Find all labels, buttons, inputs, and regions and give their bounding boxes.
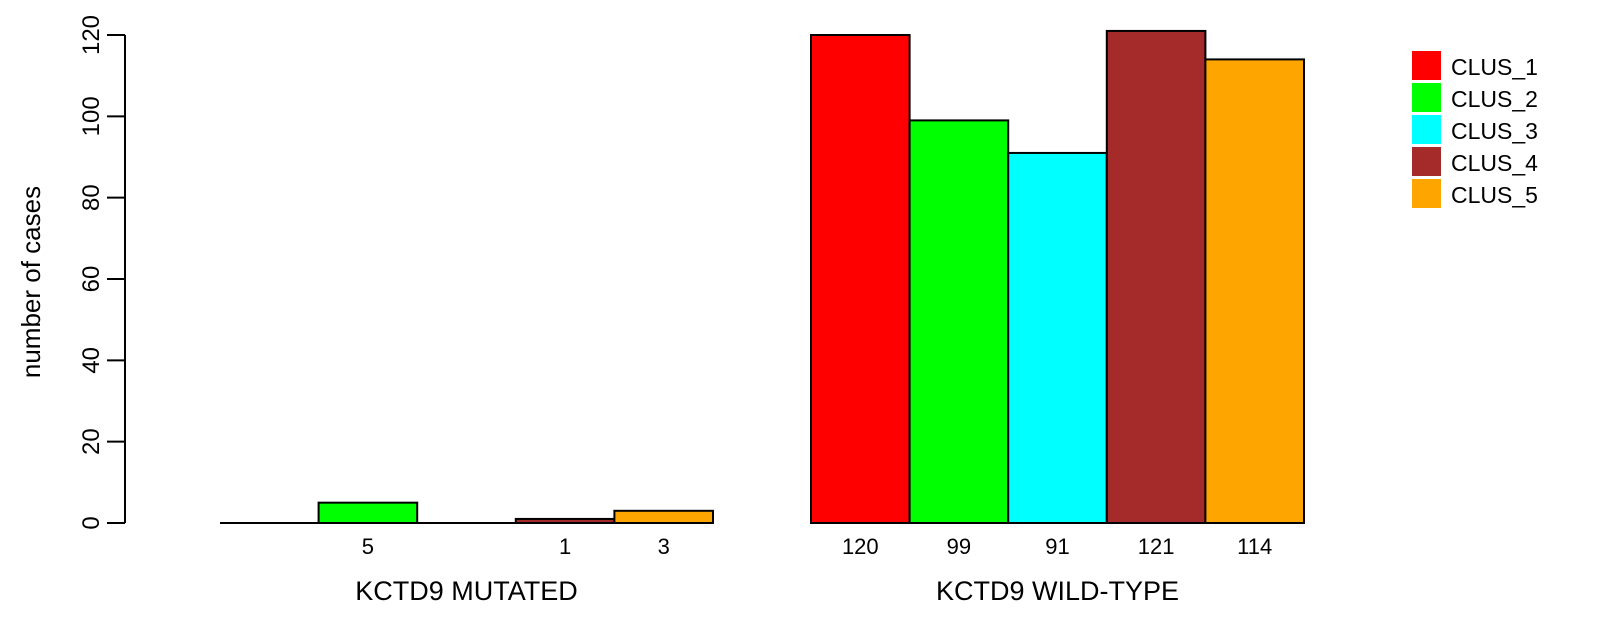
bar-count-label: 120 — [842, 534, 879, 559]
y-tick-label: 40 — [78, 347, 105, 374]
bar-count-label: 5 — [362, 534, 374, 559]
y-tick-label: 80 — [78, 184, 105, 211]
bars — [220, 29, 1306, 525]
legend-swatch — [1412, 51, 1441, 80]
bar — [514, 517, 616, 525]
legend-swatch — [1412, 179, 1441, 208]
group-label: KCTD9 MUTATED — [355, 576, 578, 606]
bar-count-label: 91 — [1045, 534, 1069, 559]
count-labels: 5 1 3 120 99 91 121 114 — [362, 534, 1272, 559]
y-axis: 0 20 40 60 80 100 120 — [78, 15, 126, 530]
group-labels: KCTD9 MUTATED KCTD9 WILD-TYPE — [355, 576, 1179, 606]
bar — [1007, 151, 1108, 525]
group-label: KCTD9 WILD-TYPE — [936, 576, 1179, 606]
y-tick-label: 100 — [78, 96, 105, 136]
y-tick-label: 0 — [78, 516, 105, 529]
bar — [1204, 58, 1306, 525]
legend-label: CLUS_2 — [1451, 86, 1538, 112]
bar — [1105, 29, 1207, 525]
bar — [317, 501, 419, 524]
legend-label: CLUS_3 — [1451, 118, 1538, 144]
bar-count-label: 1 — [559, 534, 571, 559]
legend[interactable]: CLUS_1 CLUS_2 CLUS_3 CLUS_4 CLUS_5 — [1412, 51, 1538, 208]
bar — [613, 509, 715, 524]
legend-label: CLUS_5 — [1451, 182, 1538, 208]
y-tick-label: 20 — [78, 428, 105, 455]
legend-label: CLUS_1 — [1451, 54, 1538, 80]
legend-label: CLUS_4 — [1451, 150, 1538, 176]
bar — [810, 34, 911, 524]
bar-count-label: 99 — [947, 534, 971, 559]
y-axis-title: number of cases — [16, 186, 46, 378]
y-tick-label: 120 — [78, 15, 105, 55]
bar-count-label: 121 — [1138, 534, 1175, 559]
y-tick-label: 60 — [78, 266, 105, 293]
bar-count-label: 3 — [658, 534, 670, 559]
bar-count-label: 114 — [1237, 534, 1272, 559]
legend-swatch — [1412, 83, 1441, 112]
legend-swatch — [1412, 115, 1441, 144]
bar — [908, 119, 1010, 525]
legend-swatch — [1412, 147, 1441, 176]
